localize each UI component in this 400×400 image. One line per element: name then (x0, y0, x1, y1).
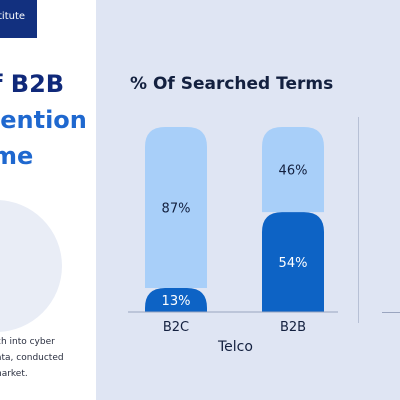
value-label-b2b-series-1: 46% (279, 164, 308, 179)
axis-fragment (382, 312, 400, 313)
bar-b2b-series-1 (262, 127, 324, 213)
left-note-line-2: ata, conducted (0, 353, 64, 363)
bar-b2c-series-0 (145, 287, 207, 312)
bar-b2b-series-0 (262, 212, 324, 312)
chart-divider (358, 117, 359, 323)
group-label: Telco (218, 339, 253, 355)
left-title-line-3: me (0, 142, 34, 170)
brand-text: titute (0, 11, 26, 22)
chart-title: % Of Searched Terms (130, 74, 334, 94)
left-title-line-2: lention (0, 106, 87, 134)
value-label-b2c-series-1: 87% (162, 201, 191, 216)
left-note-line-1: ch into cyber (0, 337, 55, 347)
bar-b2c-series-1 (145, 127, 207, 288)
left-note-line-3: narket. (0, 369, 28, 379)
left-note: ch into cyber ata, conducted narket. (0, 334, 64, 382)
value-label-b2c-series-0: 13% (162, 294, 191, 309)
value-label-b2b-series-0: 54% (279, 256, 308, 271)
category-label-b2b: B2B (280, 320, 306, 335)
left-title-line-1: f B2B (0, 70, 65, 98)
category-label-b2c: B2C (163, 320, 189, 335)
left-panel: titute f B2B lention me ch into cyber at… (0, 0, 96, 400)
brand-bar: titute (0, 0, 37, 38)
